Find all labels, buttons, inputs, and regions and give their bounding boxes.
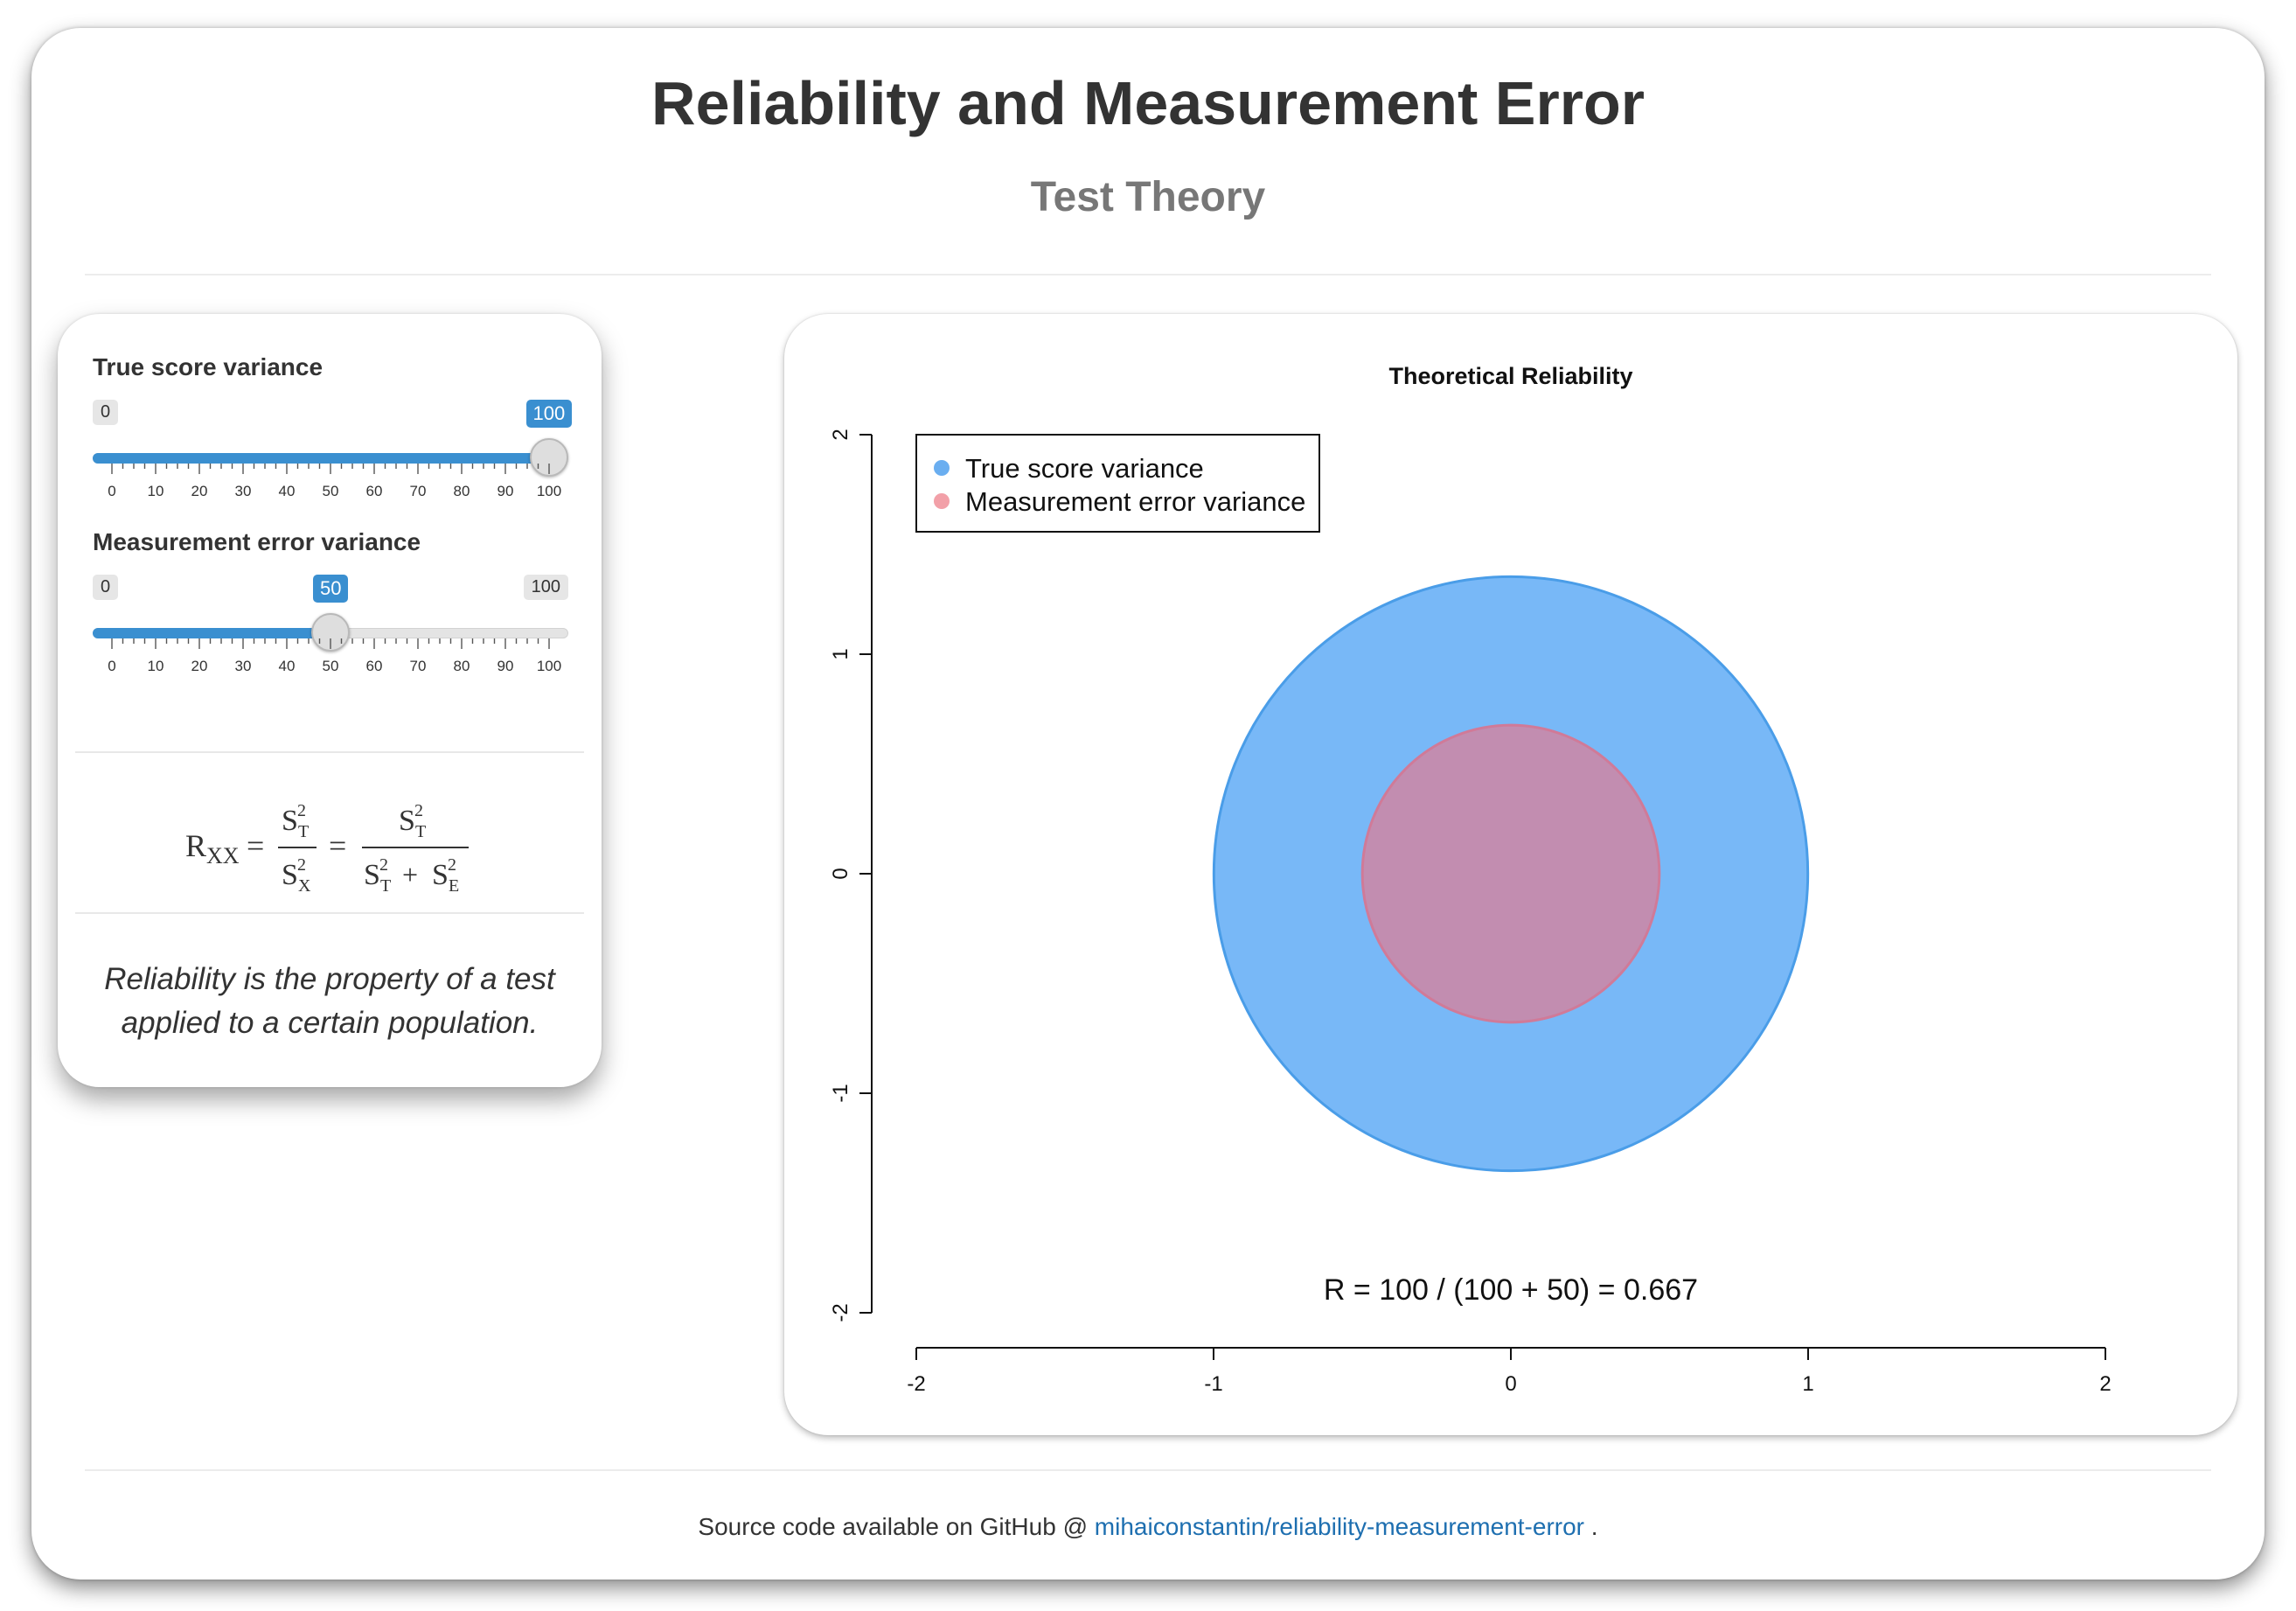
chart-title: Theoretical Reliability (1388, 363, 1632, 389)
slider-tick-label: 100 (537, 658, 561, 674)
svg-text:=: = (247, 828, 264, 863)
footer-suffix: . (1584, 1513, 1598, 1540)
slider-value-badge: 50 (313, 575, 349, 603)
slider-tick-label: 100 (537, 483, 561, 499)
svg-text:=: = (329, 828, 346, 863)
x-axis-tick-label: 0 (1505, 1372, 1516, 1396)
reliability-note: Reliability is the property of a test ap… (84, 958, 575, 1045)
slider-tick-label: 40 (279, 483, 296, 499)
svg-text:T: T (415, 822, 426, 841)
section-divider (75, 912, 584, 914)
measurement-error-variance-label: Measurement error variance (93, 528, 421, 555)
y-axis-tick-label: -2 (829, 1303, 852, 1322)
legend-label-true-score: True score variance (965, 453, 1204, 484)
y-axis-tick-label: 0 (829, 868, 852, 879)
measurement-error-variance-slider[interactable]: 0 100 50 0 10 20 30 40 50 60 70 80 90 100 (93, 564, 568, 695)
x-axis-tick-label: 2 (2099, 1372, 2111, 1396)
chart-legend: True score variance Measurement error va… (915, 434, 1320, 533)
svg-text:2: 2 (297, 855, 306, 875)
y-axis-tick-label: -1 (829, 1084, 852, 1102)
slider-tick-label: 10 (148, 483, 164, 499)
slider-tick-label: 70 (410, 658, 427, 674)
slider-ticks: 0 10 20 30 40 50 60 70 80 90 100 (108, 638, 561, 674)
svg-text:S: S (282, 805, 298, 837)
y-axis-tick-label: 1 (829, 648, 852, 659)
footer: Source code available on GitHub @ mihaic… (0, 1513, 2296, 1541)
slider-tick-label: 50 (323, 658, 339, 674)
x-axis-tick-label: -2 (907, 1372, 925, 1396)
true-score-variance-slider[interactable]: 0 100 0 10 20 30 40 50 60 70 80 90 100 (93, 389, 573, 520)
svg-text:E: E (449, 876, 459, 896)
svg-text:T: T (298, 822, 309, 841)
legend-swatch-measurement-error (934, 493, 950, 509)
slider-tick-label: 80 (454, 483, 470, 499)
slider-tick-label: 10 (148, 658, 164, 674)
reliability-formula: R XX = S 2 T S 2 X = S 2 T S 2 T + S 2 E (185, 801, 469, 896)
footer-text: Source code available on GitHub @ (698, 1513, 1095, 1540)
slider-tick-label: 0 (108, 483, 115, 499)
reliability-chart: Theoretical Reliability -2 -1 0 1 2 -2 -1 0 1 2 R… (829, 363, 2112, 1396)
slider-tick-label: 60 (366, 658, 383, 674)
svg-text:+: + (402, 859, 418, 890)
page-title: Reliability and Measurement Error (651, 69, 1645, 137)
svg-text:S: S (282, 859, 298, 891)
header-divider (85, 274, 2211, 275)
svg-text:XX: XX (206, 843, 240, 868)
measurement-error-variance-circle (1360, 723, 1661, 1024)
legend-label-measurement-error: Measurement error variance (965, 486, 1305, 517)
section-divider (75, 751, 584, 753)
svg-text:R: R (185, 828, 206, 863)
reliability-annotation: R = 100 / (100 + 50) = 0.667 (1324, 1273, 1698, 1307)
svg-text:X: X (298, 876, 311, 896)
slider-value-badge: 100 (525, 400, 573, 428)
svg-text:2: 2 (414, 801, 423, 820)
slider-max-label: 100 (523, 575, 568, 600)
svg-text:2: 2 (379, 855, 388, 875)
slider-tick-label: 70 (410, 483, 427, 499)
slider-tick-label: 90 (497, 483, 514, 499)
svg-text:2: 2 (448, 855, 456, 875)
x-axis-tick-label: -1 (1204, 1372, 1222, 1396)
slider-tick-label: 30 (235, 483, 252, 499)
reliability-note-line-1: Reliability is the property of a test (104, 962, 555, 996)
svg-text:S: S (364, 859, 380, 891)
slider-tick-label: 60 (366, 483, 383, 499)
slider-tick-label: 20 (191, 483, 208, 499)
svg-text:T: T (380, 876, 391, 896)
reliability-note-line-2: applied to a certain population. (121, 1006, 539, 1040)
footer-divider (85, 1469, 2211, 1471)
y-axis-tick-label: 2 (829, 429, 852, 440)
svg-text:S: S (399, 805, 415, 837)
slider-fill (93, 628, 330, 638)
slider-tick-label: 30 (235, 658, 252, 674)
slider-tick-label: 90 (497, 658, 514, 674)
page-subtitle: Test Theory (1030, 174, 1266, 220)
slider-tick-label: 20 (191, 658, 208, 674)
chart-panel: Theoretical Reliability -2 -1 0 1 2 -2 -1 0 1 2 R… (784, 314, 2237, 1435)
svg-text:S: S (432, 859, 449, 891)
x-axis-tick-label: 1 (1802, 1372, 1813, 1396)
slider-min-label: 0 (93, 575, 119, 600)
slider-tick-label: 40 (279, 658, 296, 674)
slider-min-label: 0 (93, 400, 119, 425)
slider-tick-label: 0 (108, 658, 115, 674)
slider-fill (93, 453, 549, 464)
controls-panel: True score variance 0 100 0 10 20 30 40 50 60 7… (58, 314, 602, 1087)
legend-swatch-true-score (934, 460, 950, 476)
slider-tick-label: 50 (323, 483, 339, 499)
slider-ticks: 0 10 20 30 40 50 60 70 80 90 100 (108, 464, 561, 499)
true-score-variance-label: True score variance (93, 353, 324, 380)
github-link[interactable]: mihaiconstantin/reliability-measurement-… (1094, 1513, 1584, 1540)
svg-text:2: 2 (297, 801, 306, 820)
slider-tick-label: 80 (454, 658, 470, 674)
